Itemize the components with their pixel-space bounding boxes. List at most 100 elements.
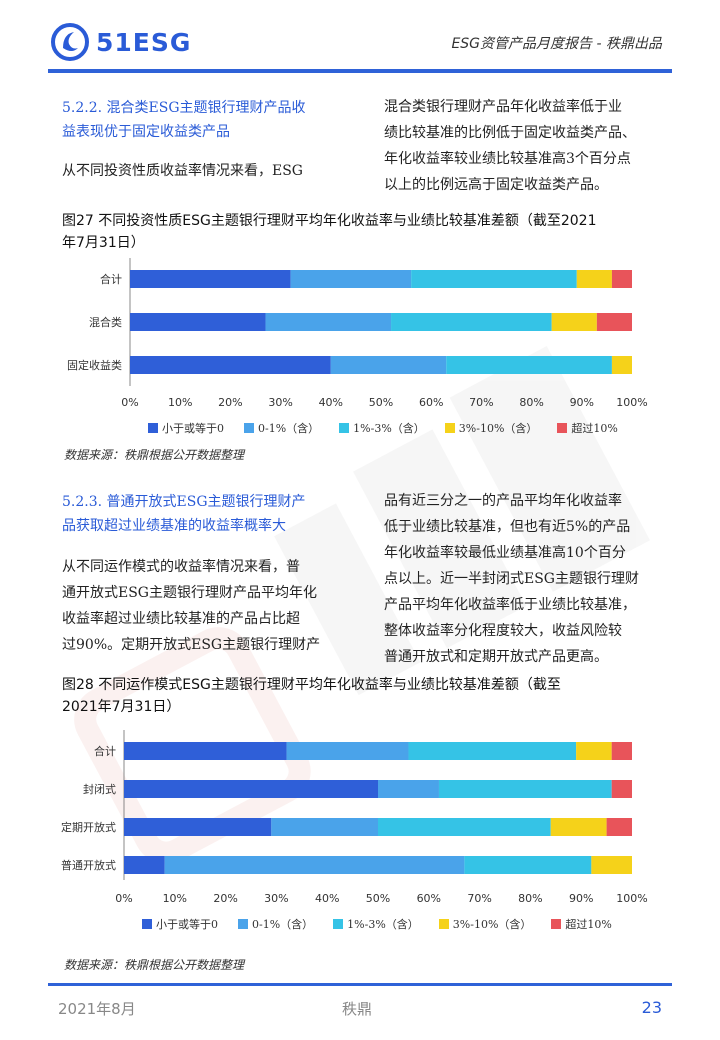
bar-segment: [611, 742, 632, 760]
bar-segment: [130, 270, 291, 288]
x-tick-label: 10%: [168, 396, 192, 409]
figure-title-line: 图27 不同投资性质ESG主题银行理财平均年化收益率与业绩比较基准差额（截至20…: [62, 213, 597, 229]
category-label: 合计: [94, 744, 116, 758]
text-line: 普通开放式和定期开放式产品更高。: [384, 649, 608, 665]
legend-swatch: [339, 423, 350, 433]
footer-brand: 秩鼎: [342, 1000, 373, 1018]
legend-label: 1%-3%（含）: [347, 918, 419, 931]
legend-item: 3%-10%（含）: [444, 420, 538, 436]
legend-swatch: [444, 423, 455, 433]
bar-segment: [378, 818, 551, 836]
logo-mark-icon: [51, 23, 89, 61]
legend-swatch: [148, 423, 158, 433]
legend-item: 3%-10%（含）: [438, 916, 532, 932]
x-tick-label: 80%: [518, 892, 542, 905]
x-tick-label: 50%: [366, 892, 390, 905]
x-tick-label: 40%: [319, 396, 343, 409]
bar-segment: [408, 742, 577, 760]
legend-label: 0-1%（含）: [258, 422, 320, 435]
text-line: 低于业绩比较基准，但也有近5%的产品: [384, 519, 631, 535]
figure-27-title: 图27 不同投资性质ESG主题银行理财平均年化收益率与业绩比较基准差额（截至20…: [62, 210, 662, 254]
x-tick-label: 90%: [570, 396, 594, 409]
text-line: 通开放式ESG主题银行理财产品平均年化: [62, 585, 317, 601]
bar-segment: [464, 856, 592, 874]
bar-segment: [124, 780, 378, 798]
legend-item: 0-1%（含）: [238, 916, 313, 932]
chart-27: 合计 混合类 固定收益类 0% 10% 20% 30% 40% 50% 60% 70% 80% 90% 1…: [0, 258, 720, 438]
bar-segment: [391, 313, 552, 331]
report-title: ESG资管产品月度报告 - 秩鼎出品: [451, 36, 662, 52]
figure-27-source: 数据来源：秩鼎根据公开数据整理: [64, 448, 245, 462]
figure-title-line: 2021年7月31日）: [62, 699, 181, 715]
x-tick-label: 10%: [163, 892, 187, 905]
bar-segment: [611, 780, 632, 798]
legend-label: 3%-10%（含）: [452, 918, 532, 931]
legend-label: 1%-3%（含）: [353, 422, 425, 435]
legend-item: 小于或等于0: [142, 916, 218, 932]
text-line: 绩比较基准的比例低于固定收益类产品、: [384, 125, 636, 141]
bar-segment: [286, 742, 409, 760]
chart-27-legend: 小于或等于0 0-1%（含） 1%-3%（含） 3%-10%（含） 超过10%: [148, 420, 618, 436]
legend-swatch: [244, 423, 254, 433]
x-tick-label: 80%: [519, 396, 543, 409]
text-line: 以上的比例远高于固定收益类产品。: [384, 177, 608, 193]
legend-label: 超过10%: [565, 918, 612, 931]
bar-segment: [124, 818, 272, 836]
legend-item: 1%-3%（含）: [333, 916, 419, 932]
footer-divider: [48, 983, 672, 986]
legend-item: 小于或等于0: [148, 420, 224, 436]
legend-swatch: [438, 919, 449, 929]
x-tick-label: 40%: [315, 892, 339, 905]
logo: 51ESG: [50, 22, 191, 62]
category-label: 固定收益类: [67, 358, 122, 372]
bar-segment: [576, 270, 612, 288]
legend-swatch: [557, 423, 568, 433]
bar-segment: [290, 270, 412, 288]
x-tick-label: 30%: [268, 396, 292, 409]
bar-segment: [596, 313, 632, 331]
paragraph-right: 混合类银行理财产品年化收益率低于业 绩比较基准的比例低于固定收益类产品、 年化收…: [384, 94, 684, 198]
bar-segment: [271, 818, 378, 836]
x-tick-label: 60%: [419, 396, 443, 409]
x-tick-label: 20%: [218, 396, 242, 409]
legend-item: 超过10%: [557, 420, 618, 436]
legend-label: 0-1%（含）: [252, 918, 314, 931]
category-label: 定期开放式: [61, 820, 116, 834]
bar-segment: [591, 856, 632, 874]
x-tick-label: 100%: [616, 892, 647, 905]
bar-segment: [611, 356, 632, 374]
legend-label: 小于或等于0: [156, 918, 218, 931]
text-line: 从不同运作模式的收益率情况来看，普: [62, 559, 300, 575]
category-label: 混合类: [89, 315, 122, 329]
text-line: 整体收益率分化程度较大，收益风险较: [384, 623, 622, 639]
x-tick-label: 60%: [417, 892, 441, 905]
legend-swatch: [551, 919, 562, 929]
page-number: 23: [641, 998, 662, 1017]
paragraph-right: 品有近三分之一的产品平均年化收益率 低于业绩比较基准，但也有近5%的产品 年化收…: [384, 488, 684, 670]
legend-swatch: [142, 919, 152, 929]
figure-title-line: 年7月31日）: [62, 235, 145, 251]
category-label: 合计: [100, 272, 122, 286]
page-header: 51ESG ESG资管产品月度报告 - 秩鼎出品: [0, 0, 720, 73]
section-heading-line: 品获取超过业绩基准的收益率概率大: [62, 518, 286, 534]
bar-segment: [164, 856, 465, 874]
text-line: 年化收益率较最低业绩基准高10个百分: [384, 545, 626, 561]
legend-label: 3%-10%（含）: [458, 422, 538, 435]
legend-item: 1%-3%（含）: [339, 420, 425, 436]
bar-segment: [606, 818, 632, 836]
bar-segment: [330, 356, 447, 374]
x-tick-label: 30%: [264, 892, 288, 905]
figure-28-source: 数据来源：秩鼎根据公开数据整理: [64, 958, 245, 972]
figure-title-line: 图28 不同运作模式ESG主题银行理财平均年化收益率与业绩比较基准差额（截至: [62, 677, 561, 693]
section-heading-line: 5.2.3. 普通开放式ESG主题银行理财产: [62, 494, 306, 510]
chart-28-legend: 小于或等于0 0-1%（含） 1%-3%（含） 3%-10%（含） 超过10%: [142, 916, 612, 932]
legend-item: 超过10%: [551, 916, 612, 932]
paragraph-left: 从不同投资性质收益率情况来看，ESG: [62, 163, 303, 179]
legend-label: 超过10%: [571, 422, 618, 435]
logo-text: 51ESG: [96, 27, 192, 57]
bar-segment: [438, 780, 612, 798]
legend-label: 小于或等于0: [162, 422, 224, 435]
x-tick-label: 20%: [213, 892, 237, 905]
